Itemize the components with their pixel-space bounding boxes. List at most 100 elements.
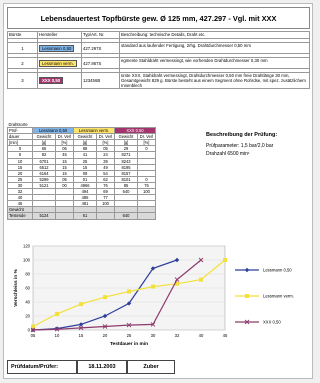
- legend-marker: [244, 319, 250, 325]
- footer-value: [96, 212, 115, 220]
- wear-row: 10 6701 15 25 39 8243: [7, 157, 156, 165]
- product-row: 3 XXX 0,50 123456B ürste XXX, Stahldraht…: [7, 72, 310, 89]
- sub-header: Dr. Verl: [96, 133, 115, 141]
- footer-value: [137, 212, 156, 220]
- data-point: [223, 258, 227, 262]
- data-point: [127, 289, 131, 294]
- product-article: 123456B: [81, 72, 120, 89]
- data-point: [174, 277, 180, 282]
- report-footer: Prüfdatum/Prüfer: 18.11.2003 Zuber: [7, 360, 310, 376]
- y-tick-label: 80: [25, 272, 30, 277]
- unit-label: [%]: [137, 139, 156, 147]
- y-tick-label: 0: [28, 328, 31, 333]
- data-point: [103, 295, 107, 300]
- footer-label: Testende: [7, 212, 33, 220]
- legend-label: XXX 0,50: [263, 320, 281, 325]
- wear-row: 30 5121 00 4966 76 85 76: [7, 181, 156, 190]
- wear-row: 32 494 69 640 100: [7, 188, 156, 196]
- group-header: Lessmann verm.: [73, 127, 115, 135]
- tester-name: Zuber: [127, 360, 175, 374]
- header-description: Beschreibung: technische Details, Draht …: [119, 31, 310, 39]
- products-table: Bürste Hersteller Typ/Art. Nr. Beschreib…: [7, 31, 310, 89]
- x-tick-label: 15: [79, 333, 84, 338]
- product-maker-tag: XXX 0,50: [39, 77, 64, 84]
- product-number: 1: [7, 42, 38, 54]
- header-article: Typ/Art. Nr.: [81, 31, 120, 39]
- x-tick-label: 10: [55, 333, 60, 338]
- x-tick-label: 40: [199, 333, 204, 338]
- product-description: standard aus laufender Fertigung, 2rhg. …: [119, 42, 310, 54]
- wear-value: 0: [137, 175, 156, 183]
- header-maker: Hersteller: [37, 31, 82, 39]
- product-row: 1 Lessmann 0,50 427.297S standard aus la…: [7, 42, 310, 54]
- data-point: [31, 324, 35, 329]
- wear-value: 76: [137, 181, 156, 190]
- legend-marker: [245, 294, 249, 298]
- data-point: [30, 327, 36, 333]
- product-maker-tag: Lessmann 0,50: [39, 44, 75, 52]
- legend-marker: [244, 267, 250, 273]
- test-conditions-heading: Beschreibung der Prüfung:: [206, 132, 278, 138]
- y-tick-label: 20: [25, 314, 30, 319]
- data-point: [79, 302, 83, 307]
- data-point: [126, 301, 132, 306]
- x-tick-label: 25: [127, 333, 132, 338]
- wear-chart: 0 20 40 60 80 100 120 05 10 15 20 25 30 32 40 45 Testdau…: [13, 244, 294, 348]
- group-header: XXX 0,50: [114, 127, 156, 135]
- product-description: ürste XXX, Stahldraht vermessingt, Draht…: [119, 72, 310, 89]
- legend-label: Lessmann verm.: [263, 294, 294, 299]
- wear-row: 25 5299 05 01 62 8101 0: [7, 175, 156, 183]
- data-point: [175, 281, 179, 286]
- legend-label: Lessmann 0,50: [263, 268, 292, 273]
- data-point: [78, 322, 84, 327]
- wear-row: 20 6164 15 09 54 8157: [7, 169, 156, 177]
- products-header-row: Bürste Hersteller Typ/Art. Nr. Beschreib…: [7, 31, 310, 39]
- data-point: [54, 326, 60, 332]
- x-tick-label: 05: [31, 333, 36, 338]
- data-point: [174, 257, 180, 263]
- wear-value: 100: [137, 188, 156, 196]
- product-article: 427.297S: [81, 42, 120, 54]
- x-tick-label: 32: [175, 333, 180, 338]
- test-conditions: Beschreibung der Prüfung: Prüfparameter:…: [206, 131, 277, 158]
- sub-header: Dr. Verl: [137, 133, 156, 141]
- product-maker-tag: Lessmann verm.: [39, 59, 77, 67]
- data-point: [150, 322, 156, 327]
- data-point: [55, 311, 59, 316]
- product-number: 3: [7, 72, 38, 89]
- data-point: [199, 277, 203, 282]
- series-line: [32, 259, 202, 331]
- wear-row: 15 6512 15 15 49 8195: [7, 163, 156, 171]
- product-article: 427.867S: [81, 57, 120, 69]
- product-row: 2 Lessmann verm. 427.867S egmente Stahld…: [7, 57, 310, 69]
- data-point: [102, 313, 108, 319]
- footer-value: 640: [114, 212, 138, 220]
- test-speed-line: Drahzahl 6500 min¹: [206, 151, 250, 157]
- y-tick-label: 100: [23, 258, 31, 263]
- data-point: [151, 284, 155, 289]
- x-tick-label: 20: [103, 333, 108, 338]
- y-axis-label: Verschleiss in %: [13, 268, 19, 306]
- product-description: egmente Stahldraht vermessingt, wie vorh…: [119, 57, 310, 69]
- data-point: [198, 257, 204, 263]
- wear-section-label: Drahtsorte: [8, 122, 28, 127]
- footer-value: 61: [73, 212, 97, 220]
- report-page: Lebensdauertest Topfbürste gew. Ø 125 mm…: [3, 3, 313, 379]
- wear-row: 0 65 06 88 05 29 0: [7, 145, 156, 153]
- footer-value: 5124: [32, 212, 56, 220]
- data-point: [126, 322, 132, 328]
- x-axis-label: Testdauer in min: [110, 341, 148, 347]
- y-tick-label: 60: [25, 286, 30, 291]
- product-number: 2: [7, 57, 38, 69]
- wear-table: Drahtsorte Prüf- Lessmann 0,50 Lessmann …: [7, 122, 156, 220]
- header-brush: Bürste: [7, 31, 38, 39]
- y-tick-label: 120: [23, 244, 31, 249]
- y-tick-label: 40: [25, 300, 30, 305]
- wear-row: 5 82 45 41 24 8271: [7, 151, 156, 159]
- x-tick-label: 45: [223, 333, 228, 338]
- x-tick-label: 30: [151, 333, 156, 338]
- wear-value: 0: [137, 145, 156, 153]
- footer-label: Prüfdatum/Prüfer:: [7, 360, 77, 374]
- test-date: 18.11.2003: [77, 360, 127, 374]
- data-point: [102, 324, 108, 329]
